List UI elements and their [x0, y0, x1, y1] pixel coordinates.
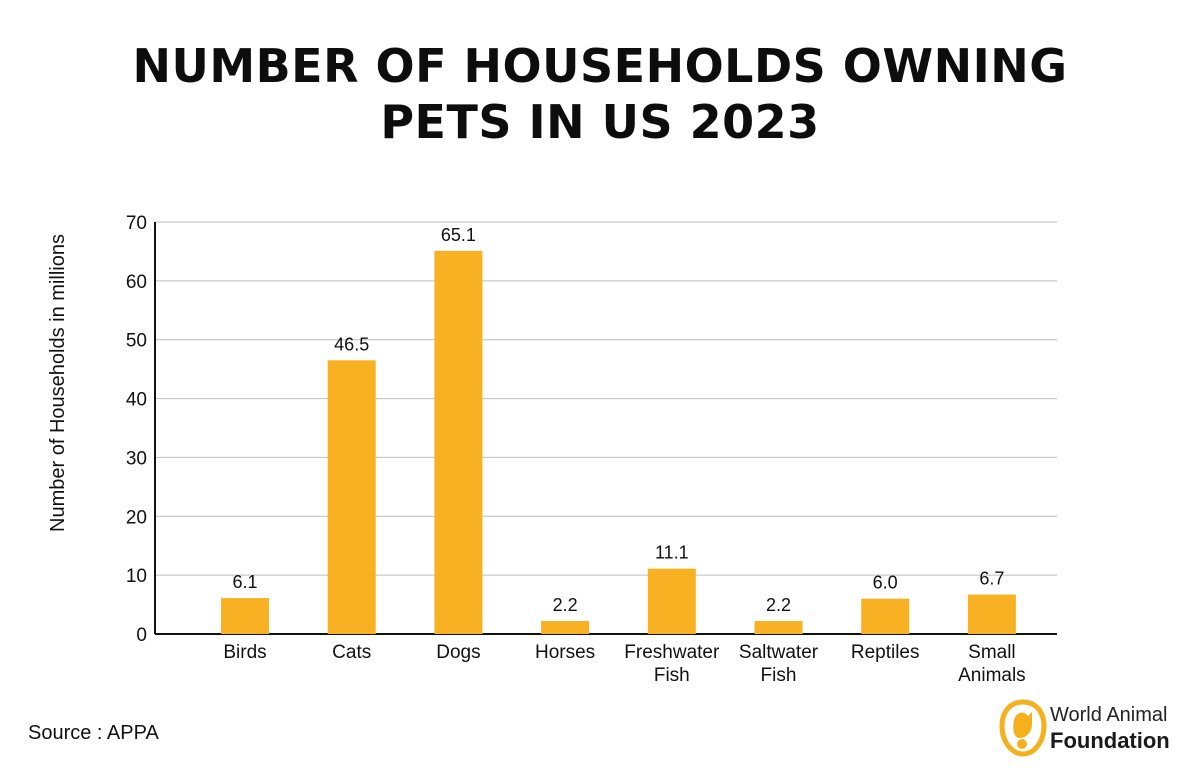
x-tick-label: Saltwater: [739, 642, 819, 663]
chart-title: NUMBER OF HOUSEHOLDS OWNING PETS IN US 2…: [0, 38, 1200, 150]
y-tick-label: 20: [126, 507, 147, 528]
x-tick-label: Birds: [223, 642, 266, 663]
y-tick-label: 10: [126, 566, 147, 587]
world-animal-foundation-logo: World Animal Foundation: [998, 698, 1188, 760]
chart-title-line-2: PETS IN US 2023: [380, 95, 820, 149]
bar-reptiles: [861, 598, 910, 634]
logo-text-line-2: Foundation: [1050, 728, 1170, 753]
bar-horses: [541, 621, 590, 634]
y-tick-label: 30: [126, 448, 147, 469]
data-label: 6.0: [873, 573, 898, 593]
source-note: Source : APPA: [28, 722, 159, 744]
x-tick-label: Reptiles: [851, 642, 920, 663]
x-tick-label: Horses: [535, 642, 595, 663]
logo-text-line-1: World Animal: [1050, 704, 1168, 726]
data-label: 11.1: [655, 543, 689, 563]
data-label: 65.1: [441, 225, 476, 245]
data-label: 6.1: [232, 572, 257, 592]
x-tick-label: Fish: [761, 665, 797, 686]
chart-title-line-1: NUMBER OF HOUSEHOLDS OWNING: [132, 39, 1068, 93]
bar-freshwater-fish: [647, 568, 696, 634]
y-tick-label: 0: [136, 625, 147, 646]
bar-cats: [327, 360, 376, 634]
x-tick-label: Freshwater: [624, 642, 720, 663]
y-axis-title: Number of Households in millions: [47, 234, 69, 532]
x-tick-label: Cats: [332, 642, 371, 663]
y-tick-label: 50: [126, 331, 147, 352]
x-tick-label: Dogs: [436, 642, 480, 663]
y-tick-label: 40: [126, 390, 147, 411]
data-label: 46.5: [334, 334, 369, 354]
data-label: 2.2: [766, 595, 791, 615]
dog-cat-logo-icon: [999, 699, 1047, 757]
x-tick-label: Small: [968, 642, 1016, 663]
data-label: 6.7: [979, 569, 1004, 589]
bar-birds: [221, 598, 269, 634]
x-tick-label: Fish: [654, 665, 690, 686]
bar-dogs: [434, 250, 483, 634]
y-tick-label: 60: [126, 272, 147, 293]
data-label: 2.2: [553, 595, 578, 615]
bar-small-animals: [967, 594, 1016, 634]
bar-saltwater-fish: [754, 621, 803, 634]
x-tick-label: Animals: [958, 665, 1026, 686]
y-tick-label: 70: [126, 213, 147, 234]
